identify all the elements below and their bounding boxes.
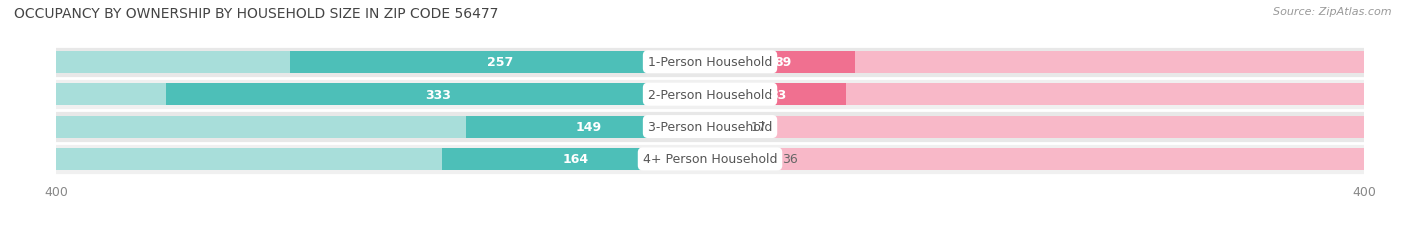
Bar bbox=[56, 52, 710, 73]
Text: Source: ZipAtlas.com: Source: ZipAtlas.com bbox=[1274, 7, 1392, 17]
Text: 17: 17 bbox=[751, 121, 766, 134]
Bar bbox=[56, 46, 1364, 79]
Bar bbox=[710, 116, 738, 138]
Bar bbox=[710, 52, 1364, 73]
Bar bbox=[56, 116, 710, 138]
Bar bbox=[710, 116, 1364, 138]
Text: 149: 149 bbox=[575, 121, 602, 134]
Bar bbox=[467, 116, 710, 138]
Text: 1-Person Household: 1-Person Household bbox=[648, 56, 772, 69]
Text: OCCUPANCY BY OWNERSHIP BY HOUSEHOLD SIZE IN ZIP CODE 56477: OCCUPANCY BY OWNERSHIP BY HOUSEHOLD SIZE… bbox=[14, 7, 499, 21]
Bar bbox=[166, 84, 710, 106]
Bar bbox=[710, 52, 855, 73]
Bar bbox=[710, 84, 1364, 106]
Text: 257: 257 bbox=[486, 56, 513, 69]
Text: 2-Person Household: 2-Person Household bbox=[648, 88, 772, 101]
Bar bbox=[710, 84, 845, 106]
Bar bbox=[56, 84, 710, 106]
Text: 333: 333 bbox=[425, 88, 451, 101]
Bar bbox=[290, 52, 710, 73]
Bar bbox=[441, 148, 710, 170]
Bar bbox=[56, 148, 710, 170]
Bar bbox=[710, 148, 769, 170]
Text: 4+ Person Household: 4+ Person Household bbox=[643, 153, 778, 166]
Bar bbox=[710, 148, 1364, 170]
Bar bbox=[56, 143, 1364, 175]
Text: 89: 89 bbox=[775, 56, 792, 69]
Text: 3-Person Household: 3-Person Household bbox=[648, 121, 772, 134]
Text: 36: 36 bbox=[782, 153, 797, 166]
Text: 164: 164 bbox=[562, 153, 589, 166]
Bar bbox=[56, 79, 1364, 111]
Text: 83: 83 bbox=[769, 88, 786, 101]
Bar bbox=[56, 111, 1364, 143]
